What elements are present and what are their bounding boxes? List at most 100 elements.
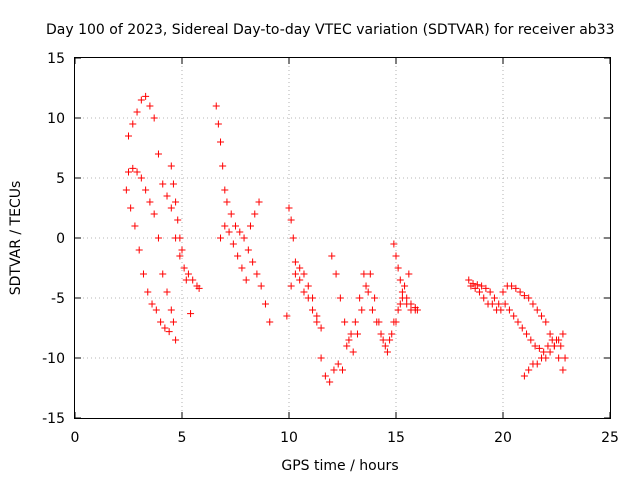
data-point xyxy=(129,120,137,128)
data-point xyxy=(184,270,192,278)
data-point xyxy=(249,258,257,266)
data-point xyxy=(398,288,406,296)
data-point xyxy=(508,282,516,290)
plot-frame xyxy=(74,57,611,419)
data-point xyxy=(488,300,496,308)
data-point xyxy=(152,306,160,314)
data-point xyxy=(401,282,409,290)
x-tick-label: 25 xyxy=(601,430,619,446)
data-point xyxy=(212,102,220,110)
data-point xyxy=(347,330,355,338)
data-series-track-2 xyxy=(125,164,180,344)
data-point xyxy=(234,252,242,260)
data-point xyxy=(176,252,184,260)
data-point xyxy=(334,360,342,368)
y-tick-label: 5 xyxy=(56,171,65,187)
data-point xyxy=(497,306,505,314)
y-tick-label: -5 xyxy=(51,291,65,307)
y-tick-label: -10 xyxy=(42,351,65,367)
data-point xyxy=(486,288,494,296)
data-point xyxy=(296,276,304,284)
data-point xyxy=(154,150,162,158)
data-point xyxy=(167,306,175,314)
data-point xyxy=(122,186,130,194)
data-point xyxy=(396,276,404,284)
data-point xyxy=(495,300,503,308)
data-point xyxy=(512,284,520,292)
data-point xyxy=(349,348,357,356)
data-point xyxy=(133,108,141,116)
data-point xyxy=(371,294,379,302)
data-point xyxy=(392,318,400,326)
data-point xyxy=(129,164,137,172)
data-point xyxy=(133,168,141,176)
data-series-track-4 xyxy=(167,162,195,318)
data-point xyxy=(217,234,225,242)
data-point xyxy=(360,270,368,278)
x-tick-label: 0 xyxy=(71,430,80,446)
data-point xyxy=(131,222,139,230)
data-point xyxy=(328,252,336,260)
data-series-track-14 xyxy=(520,330,567,380)
data-point xyxy=(135,246,143,254)
data-point xyxy=(353,330,361,338)
data-point xyxy=(150,210,158,218)
data-point xyxy=(381,342,389,350)
data-point xyxy=(330,366,338,374)
data-point xyxy=(225,228,233,236)
data-point xyxy=(195,284,203,292)
data-point xyxy=(523,330,531,338)
data-point xyxy=(383,348,391,356)
data-point xyxy=(161,324,169,332)
x-axis-label: GPS time / hours xyxy=(281,458,398,474)
data-point xyxy=(390,240,398,248)
data-point xyxy=(542,318,550,326)
data-point xyxy=(219,162,227,170)
data-point xyxy=(520,372,528,380)
data-point xyxy=(169,318,177,326)
data-point xyxy=(163,192,171,200)
data-point xyxy=(172,336,180,344)
data-series-track-7 xyxy=(285,204,325,332)
data-point xyxy=(157,318,165,326)
data-point xyxy=(351,318,359,326)
data-point xyxy=(326,378,334,386)
data-point xyxy=(261,300,269,308)
data-point xyxy=(364,288,372,296)
data-point xyxy=(146,198,154,206)
data-point xyxy=(309,294,317,302)
data-point xyxy=(482,284,490,292)
data-point xyxy=(146,102,154,110)
data-point xyxy=(313,312,321,320)
data-point xyxy=(313,318,321,326)
data-point xyxy=(544,342,552,350)
data-point xyxy=(542,354,550,362)
data-point xyxy=(142,92,150,100)
data-point xyxy=(159,180,167,188)
data-point xyxy=(229,240,237,248)
data-point xyxy=(159,270,167,278)
x-tick-label: 5 xyxy=(178,430,187,446)
data-point xyxy=(317,354,325,362)
data-point xyxy=(514,318,522,326)
data-point xyxy=(223,198,231,206)
data-point xyxy=(172,198,180,206)
data-point xyxy=(304,282,312,290)
data-point xyxy=(356,294,364,302)
data-point xyxy=(251,210,259,218)
data-point xyxy=(169,180,177,188)
data-point xyxy=(127,204,135,212)
axis-ticks xyxy=(74,57,611,419)
data-point xyxy=(379,336,387,344)
tick-labels: 0 5 10 15 20 25 -15 -10 -5 0 5 10 15 xyxy=(42,51,619,446)
x-tick-label: 10 xyxy=(280,430,298,446)
data-point xyxy=(546,330,554,338)
data-point xyxy=(285,204,293,212)
data-point xyxy=(480,294,488,302)
data-point xyxy=(300,270,308,278)
data-point xyxy=(386,336,394,344)
data-series-track-9 xyxy=(317,270,419,386)
data-point xyxy=(516,288,524,296)
data-point xyxy=(238,264,246,272)
data-point xyxy=(244,246,252,254)
